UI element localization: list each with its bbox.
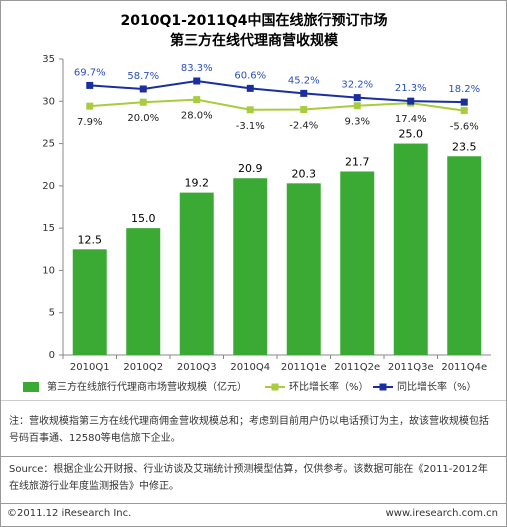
y-tick-label: 15 — [42, 223, 55, 234]
x-tick-label: 2010Q2 — [123, 362, 163, 373]
separator — [1, 456, 506, 457]
data-label: 58.7% — [127, 71, 159, 82]
data-label: 19.2 — [185, 177, 210, 190]
marker — [353, 94, 361, 102]
x-tick-label: 2010Q1 — [70, 362, 110, 373]
data-label: 20.3 — [292, 167, 317, 180]
website: www.iresearch.com.cn — [385, 508, 498, 519]
marker — [246, 84, 254, 92]
bar — [447, 156, 482, 355]
legend-swatch — [23, 382, 39, 392]
data-label: 23.5 — [452, 140, 477, 153]
data-label: 60.6% — [234, 70, 266, 81]
bar — [286, 183, 321, 355]
data-label: 45.2% — [288, 75, 320, 86]
x-tick-label: 2011Q3e — [388, 362, 434, 373]
data-label: 20.9 — [238, 162, 263, 175]
marker — [460, 107, 468, 115]
data-label: 21.7 — [345, 155, 370, 168]
bar — [179, 192, 214, 355]
legend-label: 环比增长率（%） — [289, 380, 369, 393]
x-tick-label: 2011Q4e — [441, 362, 487, 373]
bar — [72, 249, 107, 355]
marker — [193, 96, 201, 104]
bar — [126, 228, 161, 355]
y-tick-label: 10 — [42, 265, 55, 276]
chart-subtitle: 第三方在线代理商营收规模 — [170, 32, 339, 49]
copyright: ©2011.12 iResearch Inc. — [7, 508, 132, 519]
legend-swatch — [271, 383, 279, 391]
data-label: 20.0% — [127, 113, 159, 124]
chart: 2010Q1-2011Q4中国在线旅行预订市场 第三方在线代理商营收规模 0 5 1… — [1, 12, 506, 401]
bar — [393, 143, 428, 355]
data-label: 15.0 — [131, 212, 156, 225]
data-label: 12.5 — [78, 233, 103, 246]
marker — [86, 81, 94, 89]
y-tick-label: 30 — [42, 96, 55, 107]
data-label: 17.4% — [395, 114, 427, 125]
marker — [300, 89, 308, 97]
marker — [300, 106, 308, 114]
marker — [86, 102, 94, 110]
marker — [460, 98, 468, 106]
x-tick-label: 2011Q2e — [334, 362, 380, 373]
source: Source：根据企业公开财报、行业访谈及艾瑞统计预测模型估算，仅供参考。该数据… — [9, 464, 488, 492]
marker — [246, 106, 254, 114]
legend-label: 同比增长率（%） — [397, 380, 477, 393]
data-label: 21.3% — [395, 83, 427, 94]
data-label: -5.6% — [450, 122, 479, 133]
data-label: -3.1% — [236, 121, 265, 132]
data-label: 28.0% — [181, 111, 213, 122]
marker — [139, 85, 147, 93]
legend-swatch — [379, 383, 387, 391]
x-tick-label: 2011Q1e — [281, 362, 327, 373]
data-label: 9.3% — [345, 117, 370, 128]
marker — [193, 77, 201, 85]
data-label: 18.2% — [448, 84, 480, 95]
data-label: 32.2% — [341, 80, 373, 91]
separator — [1, 503, 506, 504]
data-label: 83.3% — [181, 63, 213, 74]
data-label: 7.9% — [77, 117, 102, 128]
x-tick-label: 2010Q3 — [177, 362, 217, 373]
note: 注：营收规模指第三方在线代理商佣金营收规模总和；考虑到目前用户仍以电话预订为主，… — [9, 416, 489, 444]
bar — [340, 171, 375, 355]
chart-title: 2010Q1-2011Q4中国在线旅行预订市场 — [120, 12, 387, 29]
y-tick-label: 20 — [42, 181, 55, 192]
legend-label: 第三方在线旅行代理商市场营收规模（亿元） — [47, 380, 247, 393]
bar — [233, 178, 268, 355]
line — [89, 79, 465, 104]
marker — [407, 97, 415, 105]
data-label: 69.7% — [74, 67, 106, 78]
y-tick-label: 35 — [42, 54, 55, 65]
marker — [353, 102, 361, 110]
y-tick-label: 5 — [49, 308, 55, 319]
line — [89, 98, 465, 112]
y-tick-label: 0 — [49, 350, 55, 361]
marker — [139, 98, 147, 106]
x-tick-label: 2010Q4 — [230, 362, 270, 373]
data-label: -2.4% — [289, 121, 318, 132]
data-label: 25.0 — [399, 128, 424, 141]
y-tick-label: 25 — [42, 139, 55, 150]
